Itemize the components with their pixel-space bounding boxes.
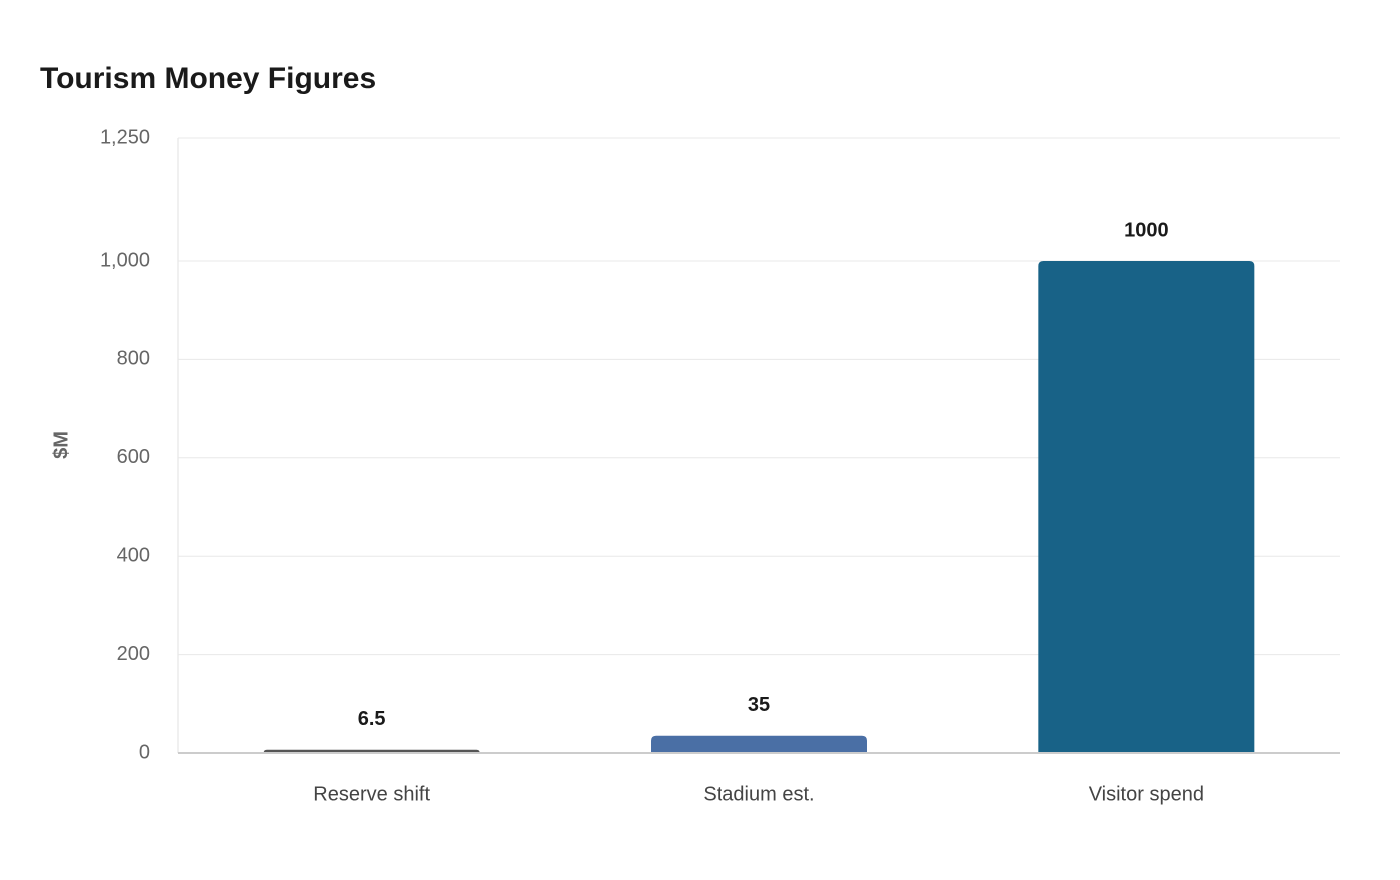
x-tick-label: Visitor spend	[1089, 783, 1204, 805]
y-tick-label: 1,250	[100, 126, 150, 148]
data-label: 35	[748, 694, 770, 716]
y-axis-label: $M	[50, 431, 72, 459]
x-tick-label: Reserve shift	[313, 783, 430, 805]
y-tick-label: 200	[117, 643, 150, 665]
bar	[1038, 261, 1255, 753]
y-tick-label: 400	[117, 544, 150, 566]
chart-title: Tourism Money Figures	[40, 62, 376, 95]
data-label: 1000	[1124, 219, 1169, 241]
data-label: 6.5	[358, 708, 386, 730]
y-tick-label: 800	[117, 348, 150, 370]
y-tick-label: 1,000	[100, 249, 150, 271]
x-tick-label: Stadium est.	[703, 783, 814, 805]
bar	[651, 735, 867, 753]
y-tick-label: 600	[117, 446, 150, 468]
y-tick-label: 0	[139, 741, 150, 763]
